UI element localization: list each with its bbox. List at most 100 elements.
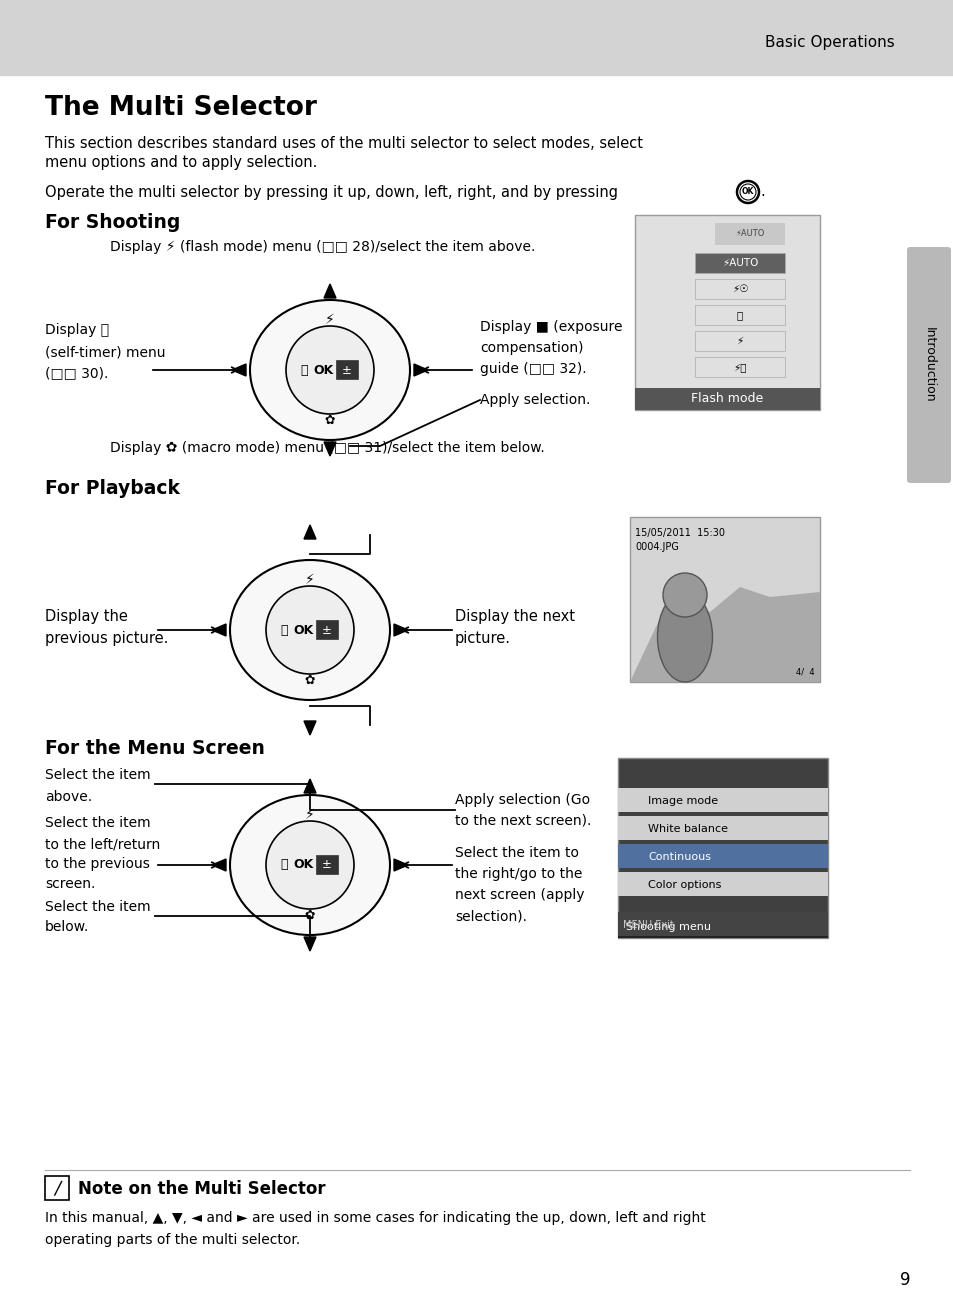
Polygon shape <box>212 624 226 636</box>
Polygon shape <box>629 587 820 682</box>
Text: (□□ 30).: (□□ 30). <box>45 367 109 380</box>
Bar <box>618 916 827 938</box>
Text: picture.: picture. <box>455 631 511 645</box>
Polygon shape <box>304 721 315 735</box>
Text: ⚡⬜: ⚡⬜ <box>733 361 746 372</box>
Bar <box>629 516 820 682</box>
Text: Select the item: Select the item <box>45 816 151 830</box>
Bar <box>618 758 827 938</box>
Circle shape <box>266 586 354 674</box>
Text: Display the: Display the <box>45 608 128 624</box>
Bar <box>695 331 784 351</box>
Text: ±: ± <box>322 858 332 871</box>
Bar <box>618 788 827 812</box>
Text: Display ✿ (macro mode) menu (□□ 31)/select the item below.: Display ✿ (macro mode) menu (□□ 31)/sele… <box>110 442 544 455</box>
Text: Apply selection (Go: Apply selection (Go <box>455 794 590 807</box>
Text: OK: OK <box>741 188 754 197</box>
Text: ⚡AUTO: ⚡AUTO <box>721 258 758 268</box>
Bar <box>618 816 827 840</box>
Text: Shooting menu: Shooting menu <box>625 922 710 932</box>
FancyBboxPatch shape <box>906 247 950 484</box>
Text: Display ■ (exposure: Display ■ (exposure <box>479 321 622 334</box>
Bar <box>45 1176 69 1200</box>
Bar <box>315 620 337 639</box>
Ellipse shape <box>230 560 390 700</box>
Text: previous picture.: previous picture. <box>45 631 168 645</box>
Text: Image mode: Image mode <box>647 796 718 805</box>
Text: ⚡: ⚡ <box>305 573 314 587</box>
Text: ⚡☉: ⚡☉ <box>731 284 747 294</box>
Text: menu options and to apply selection.: menu options and to apply selection. <box>45 155 317 171</box>
Text: The Multi Selector: The Multi Selector <box>45 95 316 121</box>
Text: compensation): compensation) <box>479 342 583 355</box>
Polygon shape <box>394 624 408 636</box>
Text: ⚡: ⚡ <box>325 313 335 327</box>
Text: selection).: selection). <box>455 909 526 922</box>
Text: Display ⌛: Display ⌛ <box>45 323 109 336</box>
Text: This section describes standard uses of the multi selector to select modes, sele: This section describes standard uses of … <box>45 135 642 151</box>
Polygon shape <box>212 859 226 871</box>
Polygon shape <box>414 364 428 376</box>
Text: .: . <box>760 184 764 200</box>
Text: OK: OK <box>294 624 314 636</box>
Text: Select the item to: Select the item to <box>455 846 578 859</box>
Text: ⌛: ⌛ <box>280 624 288 636</box>
Text: ✿: ✿ <box>324 414 335 427</box>
Ellipse shape <box>657 593 712 682</box>
Text: Select the item: Select the item <box>45 900 151 915</box>
Ellipse shape <box>230 795 390 936</box>
Text: ⌛: ⌛ <box>300 364 308 377</box>
Bar <box>618 912 827 936</box>
Text: ±: ± <box>322 624 332 636</box>
Text: 4/  4: 4/ 4 <box>796 668 814 677</box>
Polygon shape <box>324 284 335 298</box>
Text: ✿: ✿ <box>304 908 314 921</box>
Text: ✿: ✿ <box>304 674 314 686</box>
Text: Continuous: Continuous <box>647 851 710 862</box>
Polygon shape <box>232 364 246 376</box>
Text: ⚡AUTO: ⚡AUTO <box>735 230 764 239</box>
Ellipse shape <box>250 300 410 440</box>
Bar <box>695 254 784 273</box>
Text: ⚡: ⚡ <box>305 808 314 823</box>
Text: to the next screen).: to the next screen). <box>455 813 591 828</box>
Bar <box>0 0 953 75</box>
Text: operating parts of the multi selector.: operating parts of the multi selector. <box>45 1233 300 1247</box>
Text: the right/go to the: the right/go to the <box>455 867 581 880</box>
Bar <box>635 215 820 410</box>
Text: ⌛: ⌛ <box>280 858 288 871</box>
Circle shape <box>740 184 755 200</box>
Circle shape <box>737 181 759 202</box>
Bar <box>695 279 784 300</box>
Text: 0004.JPG: 0004.JPG <box>635 541 679 552</box>
Text: Select the item: Select the item <box>45 767 151 782</box>
Text: Display ⚡ (flash mode) menu (□□ 28)/select the item above.: Display ⚡ (flash mode) menu (□□ 28)/sele… <box>110 240 535 254</box>
Text: Introduction: Introduction <box>922 327 935 403</box>
Bar <box>695 305 784 325</box>
Text: ∕: ∕ <box>54 1179 60 1197</box>
Text: ⚡: ⚡ <box>736 336 742 346</box>
Circle shape <box>662 573 706 618</box>
Text: MENU Exit: MENU Exit <box>622 920 673 930</box>
Text: to the left/return: to the left/return <box>45 837 160 851</box>
Text: (self-timer) menu: (self-timer) menu <box>45 346 165 359</box>
Text: Display the next: Display the next <box>455 608 575 624</box>
Bar <box>635 388 820 410</box>
Text: screen.: screen. <box>45 876 95 891</box>
Text: Operate the multi selector by pressing it up, down, left, right, and by pressing: Operate the multi selector by pressing i… <box>45 184 622 200</box>
Bar <box>695 357 784 377</box>
Text: Apply selection.: Apply selection. <box>479 393 590 407</box>
Polygon shape <box>304 779 315 794</box>
Text: ⓧ: ⓧ <box>736 310 742 321</box>
Bar <box>714 223 784 244</box>
Text: Note on the Multi Selector: Note on the Multi Selector <box>78 1180 325 1198</box>
Text: to the previous: to the previous <box>45 857 150 871</box>
Text: Basic Operations: Basic Operations <box>764 34 894 50</box>
Circle shape <box>266 821 354 909</box>
Polygon shape <box>304 937 315 951</box>
Text: OK: OK <box>314 364 334 377</box>
Text: OK: OK <box>294 858 314 871</box>
Text: For Playback: For Playback <box>45 478 180 498</box>
Text: Flash mode: Flash mode <box>690 393 762 406</box>
Text: For the Menu Screen: For the Menu Screen <box>45 738 265 757</box>
